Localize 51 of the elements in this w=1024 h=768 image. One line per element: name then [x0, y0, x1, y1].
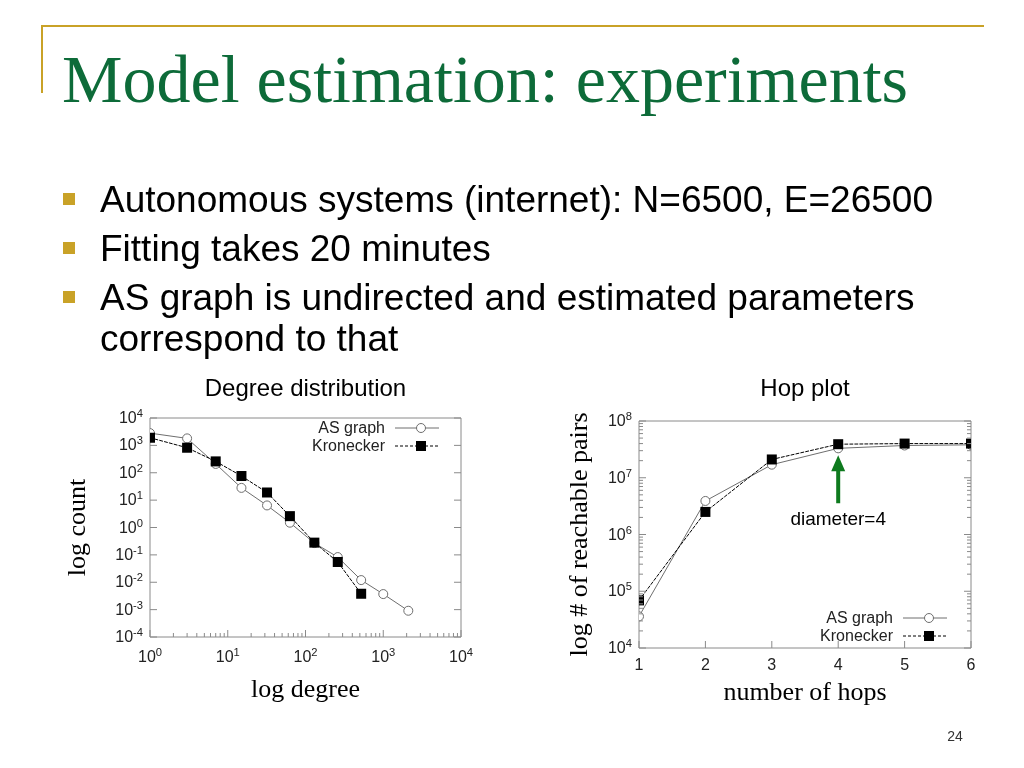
x-tick-label: 5: [900, 656, 910, 673]
y-tick-label: 10$^{-3}$: [115, 598, 143, 618]
y-axis-title: log count: [61, 477, 91, 577]
x-tick-label: 2: [700, 656, 710, 673]
x-tick-label: 6: [966, 656, 976, 673]
point: [356, 588, 367, 599]
y-tick-label: 10$^{6}$: [607, 523, 632, 543]
y-tick-label: 10$^{8}$: [607, 410, 632, 429]
y-tick-label: 10$^{-4}$: [115, 626, 143, 645]
y-tick-label: 10$^{5}$: [607, 580, 632, 600]
text: Autonomous systems (internet): N=6500, E=26500: [100, 179, 933, 220]
x-tick-label: 10$^{2}$: [293, 646, 318, 665]
y-tick-label: 10$^{-1}$: [115, 543, 143, 563]
y-tick-label: 10$^{-2}$: [115, 571, 143, 591]
point: [332, 556, 343, 567]
y-tick-label: 10$^{0}$: [118, 516, 143, 536]
point: [236, 482, 247, 493]
y-tick-label: 10$^{2}$: [118, 461, 143, 481]
legend-label: AS graph: [318, 419, 385, 437]
point: [236, 471, 247, 482]
point: [284, 511, 295, 522]
x-axis-title: log degree: [250, 673, 361, 703]
point: [833, 439, 844, 450]
y-tick-label: 10$^{1}$: [118, 489, 143, 509]
x-tick-label: 3: [767, 656, 777, 673]
annotation: diameter=4: [790, 508, 887, 530]
x-tick-label: 10$^{3}$: [371, 646, 396, 665]
text: Fitting takes 20 minutes: [100, 228, 491, 269]
x-tick-label: 10$^{1}$: [215, 646, 240, 665]
chart-title: Degree distribution: [203, 374, 408, 402]
y-axis-title: log # of reachable pairs: [563, 412, 593, 657]
text: Model estimation: experiments: [62, 41, 909, 117]
text: 24: [946, 728, 964, 744]
x-axis-title: number of hops: [723, 676, 887, 706]
point: [766, 454, 777, 465]
point: [700, 495, 711, 506]
x-tick-label: 1: [634, 656, 644, 673]
y-tick-label: 10$^{3}$: [118, 434, 143, 454]
x-tick-label: 10$^{4}$: [448, 646, 474, 665]
y-tick-label: 10$^{7}$: [607, 466, 632, 486]
chart-title: Hop plot: [759, 374, 851, 402]
x-tick-label: 10$^{0}$: [137, 646, 163, 665]
legend-label: Kronecker: [820, 627, 893, 645]
legend-label: Kronecker: [312, 437, 385, 455]
point: [356, 575, 367, 586]
text: AS graph is undirected and estimated parameters correspond to that: [100, 277, 915, 359]
y-tick-label: 10$^{4}$: [118, 407, 143, 426]
point: [403, 605, 414, 616]
point: [700, 506, 711, 517]
x-tick-label: 4: [833, 656, 843, 673]
legend-label: AS graph: [826, 609, 893, 627]
